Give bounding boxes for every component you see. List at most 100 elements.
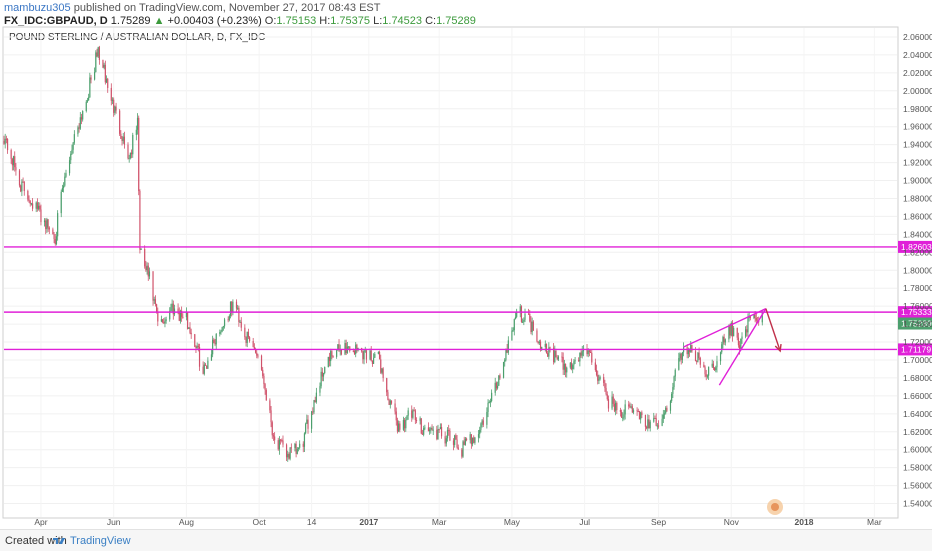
candle-up <box>299 443 301 448</box>
candle-up <box>320 371 322 387</box>
candle-up <box>419 418 421 421</box>
candle-down <box>181 310 183 317</box>
candle-up <box>522 321 524 323</box>
candle-up <box>148 271 151 277</box>
candle-down <box>27 190 29 200</box>
candle-up <box>322 373 325 377</box>
candle-down <box>387 392 389 400</box>
candle-up <box>296 448 298 454</box>
projection-arrow[interactable] <box>765 308 781 352</box>
candle-down <box>277 440 279 450</box>
x-tick-label: Apr <box>34 517 47 527</box>
candle-down <box>154 299 157 305</box>
candle-up <box>574 360 576 362</box>
candle-down <box>53 234 55 240</box>
y-tick-label: 1.90000 <box>903 176 932 186</box>
y-tick-label: 1.94000 <box>903 140 932 150</box>
candle-up <box>622 417 624 419</box>
candle-up <box>363 350 365 360</box>
candle-up <box>507 340 509 353</box>
open-label: O: <box>264 15 277 27</box>
candle-up <box>129 152 131 158</box>
candle-up <box>246 331 248 343</box>
candle-up <box>722 336 724 345</box>
candle-up <box>140 248 142 250</box>
candle-up <box>429 429 431 432</box>
candle-down <box>265 390 267 401</box>
candle-down <box>312 411 314 413</box>
candle-up <box>330 351 332 362</box>
last-price: 1.75289 <box>110 15 151 27</box>
candle-up <box>179 310 182 321</box>
candle-down <box>145 266 147 271</box>
candle-down <box>636 410 638 412</box>
candle-up <box>423 428 425 435</box>
candle-up <box>43 220 46 223</box>
candle-up <box>389 400 391 405</box>
candle-up <box>424 427 426 429</box>
candle-up <box>563 363 565 370</box>
candle-up <box>656 425 658 427</box>
author-link[interactable]: mambuzu305 <box>4 2 71 14</box>
candle-up <box>531 321 533 333</box>
candle-up <box>164 320 166 324</box>
candle-up <box>212 339 214 355</box>
tradingview-link[interactable]: TradingView <box>70 535 131 547</box>
y-tick-label: 1.78000 <box>903 283 932 293</box>
high-value: 1.75375 <box>330 15 371 27</box>
candle-down <box>130 152 133 155</box>
candle-down <box>240 321 242 328</box>
trendline[interactable] <box>718 308 767 386</box>
candle-down <box>182 316 184 318</box>
candle-up <box>711 363 713 367</box>
candle-down <box>78 127 80 129</box>
tv-watermark-icon <box>767 499 783 515</box>
chart-pane[interactable] <box>2 26 899 519</box>
candle-up <box>464 438 467 445</box>
candle-up <box>740 338 742 350</box>
y-tick-label: 1.56000 <box>903 481 932 491</box>
candle-up <box>412 410 414 418</box>
candle-down <box>270 410 272 423</box>
y-tick-label: 1.92000 <box>903 158 932 168</box>
candle-down <box>295 443 297 454</box>
candle-up <box>377 351 379 354</box>
candle-down <box>260 355 263 370</box>
candle-down <box>620 411 623 418</box>
candle-up <box>554 350 556 363</box>
candle-up <box>579 352 581 362</box>
candle-up <box>86 100 89 102</box>
candle-up <box>706 375 709 377</box>
trendline[interactable] <box>683 308 767 348</box>
candle-down <box>628 404 630 407</box>
candle-up <box>89 77 91 98</box>
candle-up <box>581 351 583 356</box>
candle-down <box>52 229 54 235</box>
candle-down <box>694 351 697 361</box>
candle-down <box>606 394 608 400</box>
candle-down <box>380 359 382 373</box>
candle-up <box>487 402 489 412</box>
last-price-label: 1.75289 <box>901 319 932 329</box>
candle-up <box>445 438 447 444</box>
candle-down <box>705 374 707 377</box>
candle-up <box>481 420 483 424</box>
x-tick-label: 2018 <box>795 517 814 527</box>
candle-up <box>748 316 750 318</box>
low-label: L: <box>373 15 383 27</box>
y-tick-label: 2.06000 <box>903 32 932 42</box>
candle-down <box>597 374 599 381</box>
candle-down <box>113 99 115 113</box>
candle-up <box>232 301 234 312</box>
candle-up <box>237 307 239 309</box>
candle-up <box>372 357 375 364</box>
candle-down <box>461 449 463 457</box>
candle-up <box>649 421 651 429</box>
candle-down <box>704 367 706 375</box>
y-tick-label: 1.80000 <box>903 265 932 275</box>
candle-up <box>94 72 96 80</box>
candle-down <box>274 436 276 441</box>
candle-down <box>591 352 593 363</box>
y-tick-label: 1.60000 <box>903 445 932 455</box>
